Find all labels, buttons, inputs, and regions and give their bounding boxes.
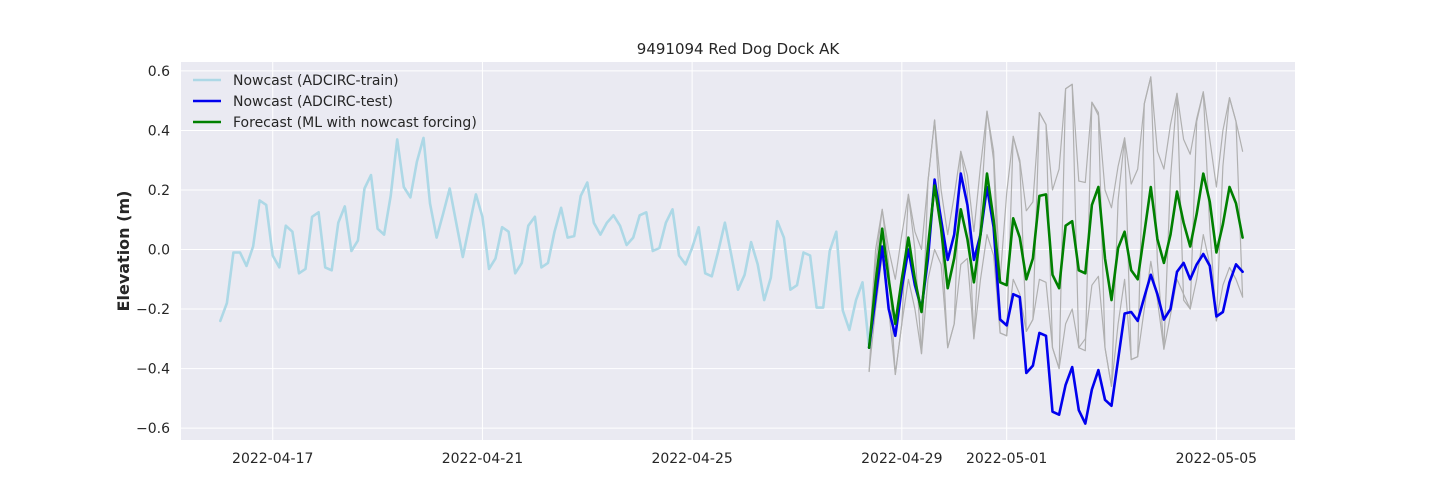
legend-label: Nowcast (ADCIRC-train) <box>233 73 399 89</box>
y-tick-label: −0.2 <box>136 302 170 318</box>
ensemble-line <box>868 76 1244 349</box>
x-tick-label: 2022-05-05 <box>1176 451 1257 467</box>
chart-title: 9491094 Red Dog Dock AK <box>637 40 841 58</box>
x-tick-label: 2022-04-29 <box>861 451 942 467</box>
x-tick-label: 2022-04-17 <box>232 451 313 467</box>
y-tick-label: 0.4 <box>148 123 170 139</box>
series-line-2 <box>867 172 1244 350</box>
x-tick-label: 2022-04-25 <box>651 451 732 467</box>
y-axis: −0.6 −0.4 −0.2 0.0 0.2 0.4 0.6 <box>136 64 170 437</box>
y-tick-label: 0.6 <box>148 64 170 80</box>
grid <box>181 62 1295 440</box>
ensemble-line <box>868 234 1244 387</box>
legend-label: Nowcast (ADCIRC-test) <box>233 94 393 110</box>
x-tick-label: 2022-04-21 <box>442 451 523 467</box>
y-tick-label: 0.0 <box>148 243 170 259</box>
y-tick-label: 0.2 <box>148 183 170 199</box>
y-axis-label: Elevation (m) <box>114 191 133 312</box>
series-layer <box>219 76 1244 425</box>
y-tick-label: −0.4 <box>136 362 170 378</box>
legend-label: Forecast (ML with nowcast forcing) <box>233 115 477 131</box>
y-tick-label: −0.6 <box>136 421 170 437</box>
legend: Nowcast (ADCIRC-train) Nowcast (ADCIRC-te… <box>193 73 477 131</box>
series-line-0 <box>219 136 871 350</box>
x-axis: 2022-04-17 2022-04-21 2022-04-25 2022-04-29… <box>232 451 1257 467</box>
x-tick-label: 2022-05-01 <box>966 451 1047 467</box>
